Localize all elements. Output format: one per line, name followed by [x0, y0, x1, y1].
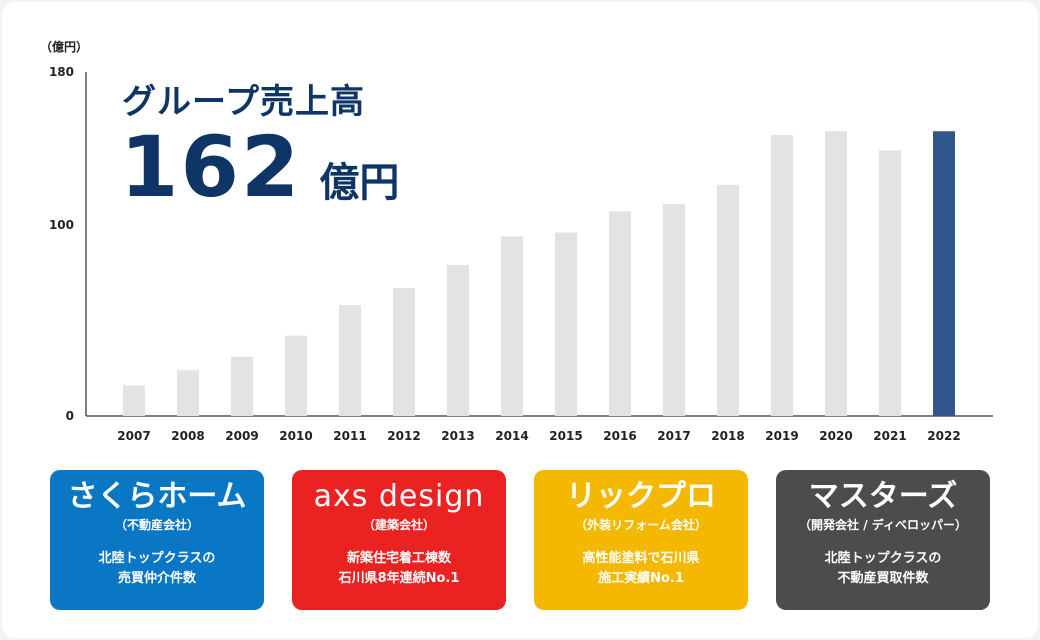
- y-axis-unit: （億円）: [40, 40, 89, 54]
- x-tick-label: 2015: [549, 429, 582, 443]
- company-description-line: 不動産買取件数: [837, 571, 929, 586]
- company-name: マスターズ: [808, 479, 958, 514]
- x-tick-label: 2016: [603, 429, 636, 443]
- company-tile-sakura-home[interactable]: さくらホーム （不動産会社） 北陸トップクラスの 売買仲介件数: [50, 470, 264, 610]
- bar-2014: [501, 236, 523, 416]
- bar-2011: [339, 305, 361, 416]
- company-category: （不動産会社）: [114, 518, 199, 532]
- company-category: （建築会社）: [362, 518, 435, 532]
- bar-2020: [825, 131, 847, 416]
- company-tile-axs-design[interactable]: axs design （建築会社） 新築住宅着工棟数 石川県8年連続No.1: [292, 470, 506, 610]
- company-description-line: 新築住宅着工棟数: [346, 551, 451, 566]
- x-tick-label: 2018: [711, 429, 744, 443]
- bar-2019: [771, 135, 793, 417]
- headline-value: 162: [120, 118, 302, 216]
- bar-2010: [285, 335, 307, 416]
- bar-2007: [123, 385, 145, 416]
- bar-2009: [231, 356, 253, 416]
- x-axis-labels: 2007 2008 2009 2010 2011 2012 2013 2014 2015 2016…: [117, 429, 960, 443]
- x-tick-label: 2014: [495, 429, 528, 443]
- company-category: （開発会社 / ディベロッパー）: [799, 518, 967, 532]
- x-tick-label: 2007: [117, 429, 150, 443]
- company-description: 新築住宅着工棟数 石川県8年連続No.1: [292, 549, 506, 589]
- company-description-line: 売買仲介件数: [117, 571, 196, 586]
- x-tick-label: 2011: [333, 429, 366, 443]
- company-description-line: 石川県8年連続No.1: [338, 571, 460, 586]
- bar-2008: [177, 370, 199, 416]
- x-tick-label: 2020: [819, 429, 852, 443]
- bar-2021: [879, 150, 901, 416]
- company-name: リックプロ: [566, 479, 716, 514]
- company-description: 高性能塗料で石川県 施工実績No.1: [534, 549, 748, 589]
- company-description: 北陸トップクラスの 売買仲介件数: [50, 549, 264, 589]
- y-tick-label: 180: [49, 65, 74, 79]
- bar-2017: [663, 203, 685, 416]
- bars: [123, 131, 955, 417]
- company-description-line: 北陸トップクラスの: [98, 551, 216, 566]
- company-description-line: 高性能塗料で石川県: [582, 551, 700, 566]
- x-tick-label: 2009: [225, 429, 258, 443]
- company-category: （外装リフォーム会社）: [575, 518, 707, 532]
- x-tick-label: 2021: [873, 429, 906, 443]
- bar-2018: [717, 184, 739, 416]
- y-tick-label: 0: [66, 409, 74, 423]
- company-tile-rickpro[interactable]: リックプロ （外装リフォーム会社） 高性能塗料で石川県 施工実績No.1: [534, 470, 748, 610]
- company-name: さくらホーム: [67, 479, 247, 514]
- company-description-line: 北陸トップクラスの: [824, 551, 942, 566]
- bar-2016: [609, 211, 631, 416]
- x-tick-label: 2012: [387, 429, 420, 443]
- x-tick-label: 2013: [441, 429, 474, 443]
- company-tile-masters[interactable]: マスターズ （開発会社 / ディベロッパー） 北陸トップクラスの 不動産買取件数: [776, 470, 990, 610]
- y-tick-label: 100: [49, 218, 74, 232]
- headline-unit: 億円: [319, 160, 400, 206]
- chart-title: グループ売上高: [122, 82, 365, 122]
- headline-figure: 162 億円: [120, 118, 399, 216]
- x-tick-label: 2008: [171, 429, 204, 443]
- bar-2022: [933, 131, 955, 416]
- company-description-line: 施工実績No.1: [598, 571, 684, 586]
- bar-2013: [447, 265, 469, 416]
- x-tick-label: 2017: [657, 429, 690, 443]
- x-tick-label: 2010: [279, 429, 312, 443]
- company-description: 北陸トップクラスの 不動産買取件数: [776, 549, 990, 589]
- x-tick-label: 2019: [765, 429, 798, 443]
- x-tick-label: 2022: [927, 429, 960, 443]
- company-name: axs design: [313, 479, 485, 514]
- bar-2012: [393, 287, 415, 416]
- bar-2015: [555, 232, 577, 416]
